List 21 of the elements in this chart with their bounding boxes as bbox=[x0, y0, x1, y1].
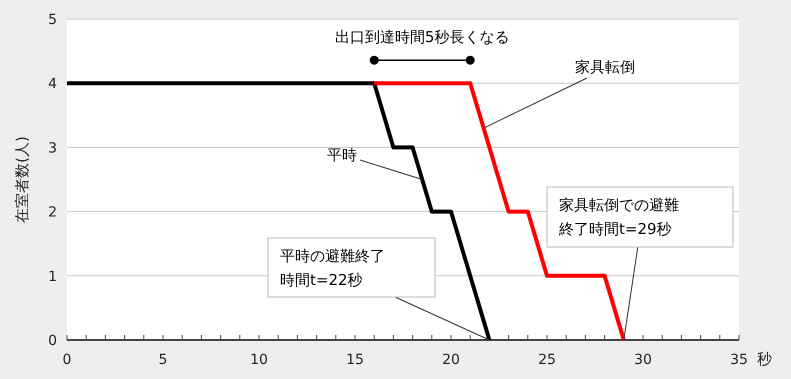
x-tick-label: 10 bbox=[250, 352, 268, 368]
y-tick-label: 4 bbox=[48, 76, 58, 92]
x-tick-label: 25 bbox=[538, 352, 556, 368]
y-tick-label: 1 bbox=[48, 268, 57, 285]
x-tick-label: 5 bbox=[158, 352, 168, 368]
text: 平時 bbox=[327, 146, 357, 164]
annotation: 出口到達時間5秒長くなる bbox=[334, 28, 510, 46]
annotation: 家具転倒での避難終了時間t=29秒 bbox=[558, 196, 679, 238]
y-tick-label: 0 bbox=[48, 333, 57, 349]
x-axis-title: 秒 bbox=[757, 350, 772, 368]
text: 家具転倒 bbox=[575, 58, 635, 76]
x-tick-label: 30 bbox=[634, 352, 652, 368]
x-tick-label: 15 bbox=[346, 352, 364, 368]
y-tick-label: 3 bbox=[48, 140, 57, 156]
y-tick-label: 5 bbox=[48, 12, 57, 28]
annotation: 平時の避難終了時間t=22秒 bbox=[280, 247, 385, 289]
y-axis-title: 在室者数(人) bbox=[13, 136, 31, 223]
x-tick-label: 20 bbox=[442, 352, 460, 368]
x-tick-label: 0 bbox=[62, 352, 72, 368]
y-tick-label: 2 bbox=[48, 204, 57, 221]
x-tick-label: 35 bbox=[730, 352, 748, 368]
